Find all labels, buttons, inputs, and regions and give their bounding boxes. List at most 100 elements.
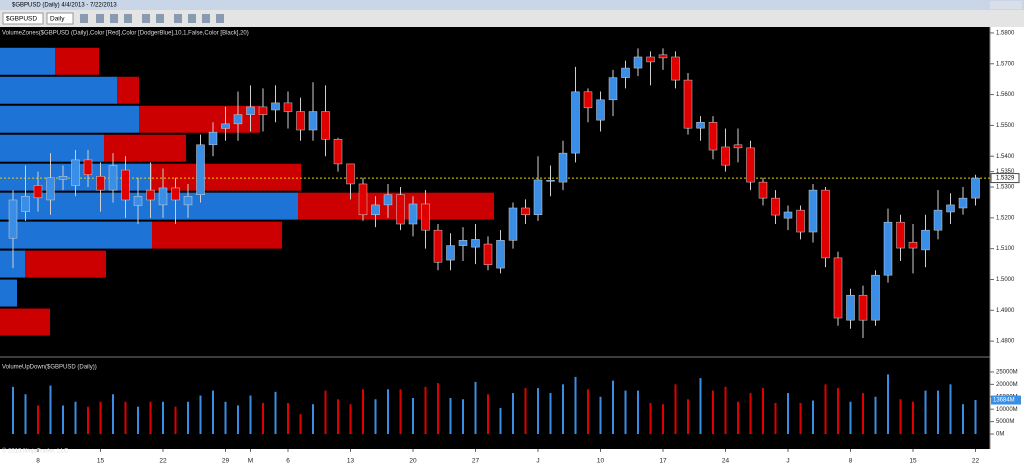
volume-bar	[487, 394, 489, 435]
volume-bar	[537, 388, 539, 435]
candle-body	[971, 177, 980, 199]
volume-bar	[187, 401, 189, 435]
x-tick-label: 15	[97, 458, 105, 465]
volume-bar	[474, 381, 477, 435]
y-tick-label: 5000M	[996, 419, 1014, 425]
volume-bar	[324, 390, 327, 435]
y-tick-label: 1.4800	[996, 339, 1015, 345]
zone-down	[117, 76, 139, 104]
volume-bar	[687, 399, 689, 435]
volume-bar	[574, 376, 577, 435]
interval-box[interactable]	[46, 12, 74, 25]
candle-body	[233, 114, 243, 125]
y-tick-label: 1.5200	[996, 215, 1015, 221]
candle-body	[946, 204, 955, 213]
x-tick-label: 6	[286, 458, 290, 465]
zone-up	[0, 221, 152, 249]
volume-bar	[962, 404, 964, 435]
toolbar-icons[interactable]	[80, 14, 224, 23]
volume-bar	[937, 390, 939, 435]
volume-bar	[174, 406, 177, 435]
volume-bar	[562, 384, 564, 435]
candle-body	[33, 185, 43, 199]
volume-bar	[662, 404, 664, 435]
candle-body	[546, 180, 555, 182]
volume-bar	[512, 393, 514, 435]
symbol-box[interactable]	[2, 12, 44, 25]
x-tick-label: 8	[849, 458, 853, 465]
volume-bar	[37, 405, 39, 435]
volume-bar	[974, 400, 977, 435]
volume-bar	[812, 400, 814, 435]
candle-body	[46, 177, 55, 201]
candle-body	[583, 91, 593, 109]
candle-body	[308, 111, 318, 131]
volume-bar	[449, 398, 452, 435]
volume-bar	[824, 384, 827, 435]
candle-body	[8, 199, 18, 239]
candle-body	[821, 189, 830, 259]
volume-bar	[87, 406, 89, 435]
zone-down	[55, 47, 99, 75]
candle-body	[146, 189, 155, 201]
candle-body	[646, 56, 655, 63]
x-tick-label: 29	[222, 458, 230, 465]
candle-body	[483, 243, 493, 265]
candle-body	[258, 106, 268, 115]
y-tick-label: 1.5000	[996, 277, 1015, 283]
volume-bar	[362, 389, 364, 435]
candle-body	[783, 211, 793, 219]
candle-body	[933, 209, 943, 231]
candle-body	[771, 197, 780, 216]
volume-bar	[62, 405, 64, 435]
window-controls[interactable]	[990, 1, 1022, 9]
volume-bar	[262, 402, 264, 435]
volume-bar	[624, 390, 627, 435]
volume-bar	[424, 386, 427, 435]
candle-body	[346, 163, 355, 185]
volume-bar	[737, 401, 739, 435]
x-tick-label: 22	[159, 458, 167, 465]
candle-body	[333, 139, 343, 165]
indicator-label: VolumeUpDown($GBPUSD (Daily))	[2, 365, 97, 371]
candle-body	[833, 257, 843, 319]
y-tick-label: 1.5400	[996, 154, 1015, 160]
candle-body	[683, 79, 693, 129]
candle-body	[758, 181, 768, 199]
candle-body	[871, 274, 880, 321]
volume-bar	[762, 388, 764, 435]
y-tick-label: 1.4900	[996, 308, 1015, 314]
zone-down	[298, 192, 494, 220]
candle-body	[283, 102, 293, 112]
volume-bar	[287, 402, 289, 435]
volume-bar	[237, 405, 239, 435]
x-tick-label: M	[248, 458, 253, 465]
candle-body	[421, 203, 430, 231]
volume-bar	[137, 406, 139, 435]
zone-up	[0, 279, 17, 307]
candle-body	[883, 221, 893, 276]
candle-body	[221, 123, 230, 129]
volume-bar	[24, 394, 27, 435]
volume-bar	[499, 407, 502, 435]
y-tick-label: 1.5100	[996, 246, 1015, 252]
volume-bar	[112, 394, 114, 435]
x-tick-label: 15	[909, 458, 917, 465]
volume-bar	[274, 391, 277, 435]
volume-bar	[399, 389, 402, 435]
candle-body	[733, 144, 743, 149]
volume-bar	[99, 401, 102, 435]
candle-body	[296, 111, 305, 131]
zone-down	[104, 134, 186, 162]
volume-bar	[124, 401, 127, 435]
candle-body	[408, 203, 418, 225]
volume-bar	[224, 401, 227, 435]
x-tick-label: 24	[722, 458, 730, 465]
candle-body	[721, 146, 730, 166]
volume-bar	[199, 395, 202, 435]
interval: Daily	[50, 16, 65, 23]
candle-body	[446, 245, 455, 261]
toolbar	[0, 10, 1024, 27]
zone-down	[152, 163, 301, 191]
candle-body	[158, 187, 168, 206]
